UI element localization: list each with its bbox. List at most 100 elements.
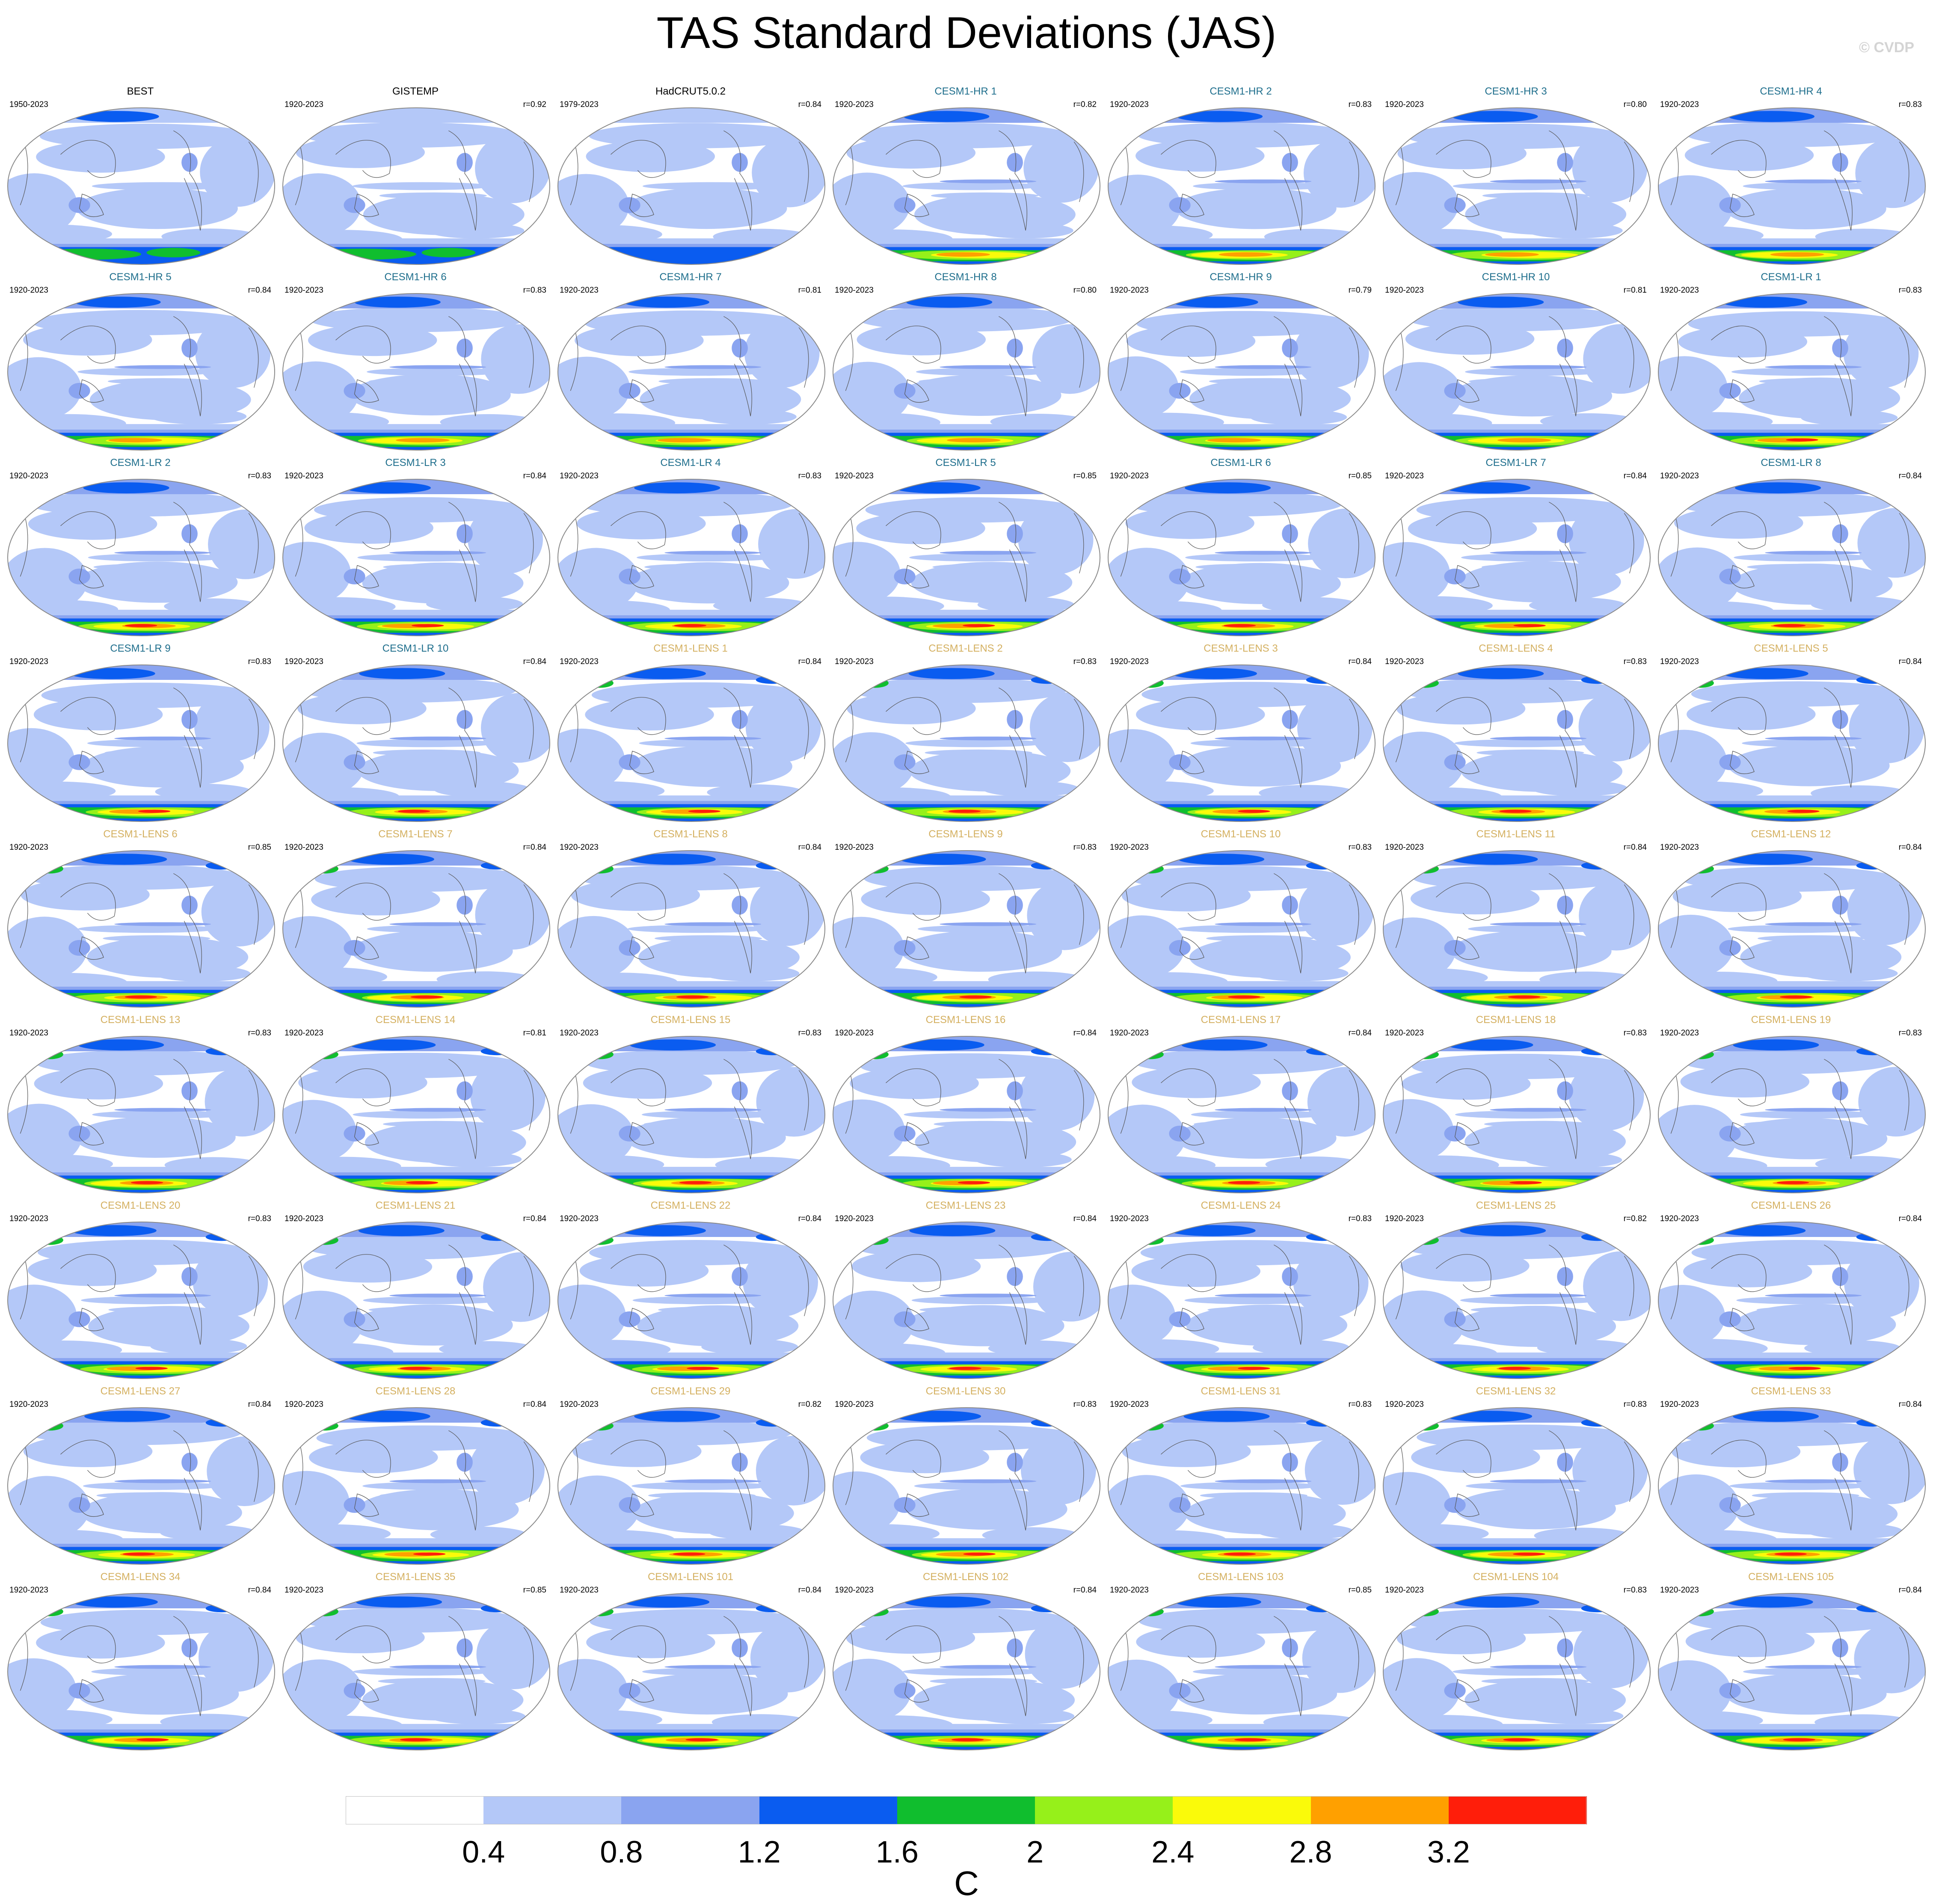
robinson-map	[557, 479, 825, 636]
colorbar-tick-label: 2.8	[1289, 1835, 1332, 1869]
panel-title: CESM1-HR 2	[1210, 86, 1272, 97]
map-panel: CESM1-LENS 21 1920-2023 r=0.84	[279, 1198, 552, 1382]
colorbar-segment	[621, 1796, 760, 1824]
robinson-map	[7, 1036, 275, 1193]
panel-title: CESM1-LENS 13	[100, 1014, 181, 1026]
panel-correlation: r=0.81	[1623, 286, 1647, 295]
panel-years: 1920-2023	[1110, 286, 1149, 295]
panel-years: 1920-2023	[1660, 657, 1699, 666]
panel-correlation: r=0.83	[1898, 286, 1922, 295]
map-panel: CESM1-LENS 103 1920-2023 r=0.85	[1104, 1569, 1378, 1753]
colorbar	[346, 1796, 1587, 1824]
robinson-map	[833, 664, 1100, 822]
robinson-map	[7, 1407, 275, 1565]
map-panel: CESM1-LENS 104 1920-2023 r=0.83	[1379, 1569, 1653, 1753]
map-panel: CESM1-LR 6 1920-2023 r=0.85	[1104, 455, 1378, 639]
panel-title: CESM1-LENS 23	[925, 1200, 1006, 1211]
map-panel: CESM1-LENS 14 1920-2023 r=0.81	[279, 1012, 552, 1196]
map-panel: BEST 1950-2023	[3, 84, 277, 268]
map-panel: CESM1-HR 6 1920-2023 r=0.83	[279, 270, 552, 454]
robinson-map	[557, 107, 825, 265]
panel-title: CESM1-LR 9	[110, 643, 171, 654]
map-panel: CESM1-LENS 4 1920-2023 r=0.83	[1379, 641, 1653, 825]
panel-years: 1920-2023	[1385, 657, 1424, 666]
map-panel: CESM1-LENS 1 1920-2023 r=0.84	[554, 641, 827, 825]
panel-correlation: r=0.84	[1898, 1586, 1922, 1595]
panel-correlation: r=0.84	[1898, 472, 1922, 480]
robinson-map	[557, 293, 825, 451]
panel-title: CESM1-HR 9	[1210, 271, 1272, 283]
panel-title: CESM1-HR 5	[109, 271, 172, 283]
robinson-map	[1383, 1593, 1651, 1750]
panel-title: CESM1-LENS 18	[1476, 1014, 1556, 1026]
panel-years: 1920-2023	[560, 1400, 599, 1409]
robinson-map	[833, 1593, 1100, 1750]
panel-years: 1920-2023	[1110, 843, 1149, 852]
robinson-map	[282, 107, 550, 265]
robinson-map	[1658, 1407, 1926, 1565]
robinson-map	[282, 1407, 550, 1565]
panel-title: CESM1-LENS 34	[100, 1571, 181, 1583]
panel-correlation: r=0.84	[523, 472, 546, 480]
panel-correlation: r=0.83	[1623, 1029, 1647, 1038]
robinson-map	[557, 1407, 825, 1565]
panel-correlation: r=0.84	[1348, 657, 1372, 666]
panel-title: GISTEMP	[392, 86, 439, 97]
panel-title: CESM1-LENS 12	[1751, 828, 1831, 840]
panel-title: CESM1-LENS 3	[1204, 643, 1278, 654]
panel-years: 1920-2023	[560, 472, 599, 480]
colorbar-units: C	[954, 1864, 979, 1902]
map-panel: CESM1-LENS 25 1920-2023 r=0.82	[1379, 1198, 1653, 1382]
robinson-map	[1383, 107, 1651, 265]
panel-years: 1920-2023	[835, 472, 874, 480]
panel-title: CESM1-LENS 105	[1748, 1571, 1834, 1583]
panel-years: 1920-2023	[1385, 1586, 1424, 1595]
panel-title: CESM1-LENS 32	[1476, 1385, 1556, 1397]
panel-correlation: r=0.84	[1623, 843, 1647, 852]
colorbar-tick-label: 3.2	[1427, 1835, 1470, 1869]
panel-title: CESM1-LENS 14	[375, 1014, 456, 1026]
map-panel: CESM1-LENS 2 1920-2023 r=0.83	[829, 641, 1103, 825]
panel-correlation: r=0.84	[1623, 472, 1647, 480]
panel-title: CESM1-HR 6	[384, 271, 447, 283]
panel-years: 1920-2023	[9, 657, 48, 666]
robinson-map	[1658, 850, 1926, 1008]
robinson-map	[282, 1593, 550, 1750]
map-panel: CESM1-LENS 102 1920-2023 r=0.84	[829, 1569, 1103, 1753]
robinson-map	[833, 850, 1100, 1008]
robinson-map	[7, 850, 275, 1008]
panel-years: 1920-2023	[1110, 472, 1149, 480]
panel-title: CESM1-LENS 4	[1479, 643, 1553, 654]
panel-correlation: r=0.85	[1073, 472, 1097, 480]
panel-years: 1920-2023	[560, 1214, 599, 1223]
panel-title: BEST	[127, 86, 154, 97]
map-panel: CESM1-LENS 3 1920-2023 r=0.84	[1104, 641, 1378, 825]
panel-title: CESM1-LENS 20	[100, 1200, 181, 1211]
panel-years: 1920-2023	[1660, 1029, 1699, 1038]
robinson-map	[1383, 850, 1651, 1008]
panel-correlation: r=0.82	[1623, 1214, 1647, 1223]
robinson-map	[557, 1593, 825, 1750]
colorbar-tick-label: 1.2	[738, 1835, 781, 1869]
map-panel: CESM1-LR 10 1920-2023 r=0.84	[279, 641, 552, 825]
panel-correlation: r=0.84	[798, 1586, 821, 1595]
panel-correlation: r=0.83	[1348, 843, 1372, 852]
panel-title: CESM1-LENS 29	[650, 1385, 731, 1397]
panel-correlation: r=0.84	[523, 1400, 546, 1409]
panel-title: CESM1-LENS 10	[1201, 828, 1281, 840]
panel-years: 1920-2023	[1110, 1586, 1149, 1595]
panel-years: 1920-2023	[285, 286, 323, 295]
panel-years: 1920-2023	[835, 1029, 874, 1038]
panel-correlation: r=0.84	[248, 1586, 271, 1595]
panel-years: 1920-2023	[1110, 657, 1149, 666]
robinson-map	[1383, 664, 1651, 822]
panel-title: CESM1-LENS 15	[650, 1014, 731, 1026]
robinson-map	[282, 1222, 550, 1379]
panel-title: CESM1-LENS 5	[1754, 643, 1828, 654]
map-panel: CESM1-LENS 5 1920-2023 r=0.84	[1654, 641, 1928, 825]
panel-correlation: r=0.83	[798, 472, 821, 480]
map-panel: CESM1-LENS 9 1920-2023 r=0.83	[829, 827, 1103, 1011]
panel-title: CESM1-LENS 9	[928, 828, 1003, 840]
panel-years: 1920-2023	[285, 1586, 323, 1595]
panel-title: CESM1-LENS 103	[1198, 1571, 1284, 1583]
